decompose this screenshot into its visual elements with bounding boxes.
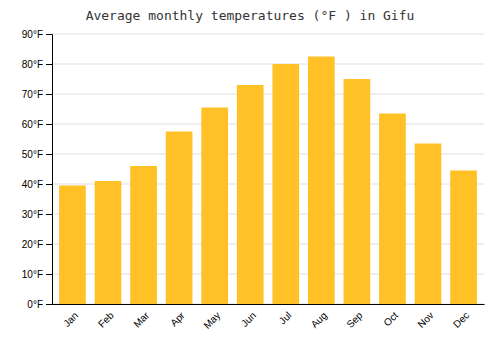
bar [237, 85, 264, 304]
y-tick: 60°F [22, 119, 52, 130]
chart-title: Average monthly temperatures (°F ) in Gi… [86, 8, 415, 23]
y-tick-mark [46, 274, 52, 275]
x-tick: Sep [344, 309, 365, 330]
chart-container: 0°F 10°F 20°F 30°F 40°F 50°F 60°F 70°F 80°F 90°F J… [0, 0, 500, 350]
chart-svg: 0°F 10°F 20°F 30°F 40°F 50°F 60°F 70°F 80°F 90°F J… [0, 0, 500, 350]
y-tick: 80°F [22, 59, 52, 70]
y-tick-label: 60°F [22, 119, 43, 130]
y-tick: 20°F [22, 239, 52, 250]
y-tick: 40°F [22, 179, 52, 190]
x-tick: Aug [309, 310, 329, 330]
y-tick-label: 10°F [22, 269, 43, 280]
y-axis: 0°F 10°F 20°F 30°F 40°F 50°F 60°F 70°F 80°F 90°F [22, 29, 53, 310]
x-axis-line [53, 304, 485, 305]
x-tick: Dec [451, 310, 471, 330]
y-tick-mark [46, 154, 52, 155]
x-tick-label: May [201, 310, 222, 331]
y-tick: 0°F [27, 299, 52, 310]
y-tick-label: 90°F [22, 29, 43, 40]
bar [130, 166, 157, 304]
y-tick: 10°F [22, 269, 52, 280]
y-tick-mark [46, 124, 52, 125]
y-tick-label: 0°F [27, 299, 43, 310]
y-tick-mark [46, 94, 52, 95]
y-tick: 90°F [22, 29, 52, 40]
x-tick-label: Feb [96, 309, 116, 329]
x-tick: Jun [239, 310, 258, 329]
y-tick: 50°F [22, 149, 52, 160]
bars [59, 57, 477, 305]
x-tick: Jan [61, 310, 80, 329]
bar [95, 181, 122, 304]
y-tick-label: 30°F [22, 209, 43, 220]
x-tick: Jul [277, 310, 294, 327]
x-tick-label: Jun [239, 310, 258, 329]
y-tick: 70°F [22, 89, 52, 100]
x-tick: Oct [381, 310, 400, 329]
grid [52, 34, 484, 304]
x-tick: Feb [96, 309, 116, 329]
grid-line [52, 124, 484, 125]
y-tick-mark [46, 244, 52, 245]
y-tick-label: 40°F [22, 179, 43, 190]
grid-line [52, 34, 484, 35]
x-tick-label: Mar [131, 309, 151, 329]
x-tick: Nov [415, 310, 435, 330]
x-tick-label: Aug [309, 310, 329, 330]
grid-line [52, 64, 484, 65]
y-tick-label: 80°F [22, 59, 43, 70]
bar [308, 57, 335, 305]
grid-line [52, 94, 484, 95]
bar [379, 114, 406, 305]
x-tick-label: Sep [344, 309, 365, 330]
y-tick-label: 50°F [22, 149, 43, 160]
x-tick-label: Dec [451, 310, 471, 330]
x-tick-label: Oct [381, 310, 400, 329]
y-tick-mark [46, 214, 52, 215]
bar [344, 79, 371, 304]
x-tick-label: Jan [61, 310, 80, 329]
x-tick-label: Nov [415, 310, 435, 330]
bar [59, 186, 86, 305]
x-tick: Mar [131, 309, 151, 329]
y-tick-label: 20°F [22, 239, 43, 250]
y-tick-mark [46, 184, 52, 185]
y-tick: 30°F [22, 209, 52, 220]
bar [415, 144, 442, 305]
x-tick: May [201, 310, 222, 331]
plot-area: 0°F 10°F 20°F 30°F 40°F 50°F 60°F 70°F 80°F 90°F J… [22, 29, 485, 331]
y-tick-label: 70°F [22, 89, 43, 100]
x-tick: Apr [168, 309, 187, 328]
y-axis-line [46, 35, 53, 305]
x-tick-label: Jul [277, 310, 294, 327]
y-tick-mark [46, 64, 52, 65]
bar [166, 132, 193, 305]
y-tick-mark [46, 34, 52, 35]
x-tick-label: Apr [168, 309, 187, 328]
x-axis: Jan Feb Mar Apr May Jun Jul Aug Sep Oct Nov Dec [53, 305, 485, 331]
bar [201, 108, 228, 305]
bar [272, 64, 299, 304]
bar [450, 171, 477, 305]
y-tick-mark [46, 304, 52, 305]
